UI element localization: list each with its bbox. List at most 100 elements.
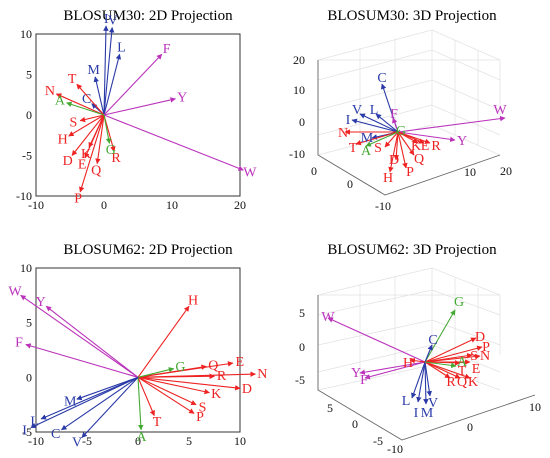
vector-H	[388, 131, 399, 173]
vector-P	[424, 345, 483, 363]
label-Y: Y	[177, 90, 187, 105]
label-T: T	[349, 141, 358, 156]
x-tick-label: 10	[166, 198, 178, 212]
vector-S	[79, 114, 105, 123]
ztick-label: -5	[295, 373, 305, 387]
label-Q: Q	[457, 375, 467, 390]
vector-D	[424, 337, 477, 363]
label-Y: Y	[351, 366, 361, 381]
label-P: P	[406, 165, 414, 180]
vector-A	[137, 377, 144, 431]
panel-blosum30-2d: BLOSUM30: 2D Projection -10 0 10 201050-5-1…	[16, 8, 257, 212]
label-E: E	[78, 157, 87, 172]
chart-title: BLOSUM30: 2D Projection	[63, 8, 233, 24]
label-R: R	[111, 151, 121, 166]
label-W: W	[8, 284, 22, 299]
label-M: M	[361, 131, 374, 146]
label-Y: Y	[457, 134, 467, 149]
vector-W	[327, 317, 426, 363]
vector-I	[416, 361, 426, 403]
vector-S	[137, 376, 197, 406]
label-I: I	[104, 12, 109, 27]
vector-L	[375, 113, 399, 133]
vector-labels: G W D P S N A E T R Q K C H Y F L I M V	[321, 295, 490, 421]
vector-Y	[103, 97, 176, 116]
axis-tick-label: 20	[500, 164, 512, 178]
vector-M	[76, 376, 139, 401]
label-F: F	[163, 42, 171, 57]
panel-blosum30-3d: BLOSUM30: 3D Projection	[289, 8, 512, 213]
vector-R	[397, 131, 431, 144]
ztick-label: 5	[299, 306, 305, 320]
label-A: A	[361, 144, 372, 159]
axis-tick-label: -10	[375, 199, 391, 213]
ztick-label: 0	[299, 115, 305, 129]
label-R: R	[446, 375, 456, 390]
label-V: V	[352, 103, 362, 118]
chart-title: BLOSUM62: 3D Projection	[327, 242, 497, 258]
vector-C	[61, 376, 139, 431]
label-I: I	[22, 424, 27, 439]
label-R: R	[431, 139, 441, 154]
label-D: D	[475, 330, 485, 345]
vector-N	[55, 93, 105, 116]
plot-frame	[35, 267, 241, 433]
vector-W	[103, 114, 244, 171]
label-D: D	[63, 154, 73, 169]
label-F: F	[15, 336, 23, 351]
vector-K	[137, 376, 210, 395]
label-Y: Y	[36, 295, 46, 310]
vector-C	[424, 344, 433, 363]
axis-tick-label: 0	[311, 164, 317, 178]
label-F: F	[360, 373, 368, 388]
y-tick-label: 10	[20, 27, 32, 41]
label-M: M	[421, 406, 434, 421]
x-tick-label: 0	[135, 434, 141, 448]
label-C: C	[428, 333, 437, 348]
label-C: C	[51, 427, 60, 442]
vector-T	[76, 83, 105, 116]
vector-P	[79, 114, 105, 193]
vector-Q	[95, 114, 105, 165]
label-L: L	[117, 40, 126, 55]
label-D: D	[242, 382, 252, 397]
label-G: G	[175, 360, 185, 375]
label-I: I	[346, 113, 351, 128]
vector-V	[103, 26, 115, 116]
label-T: T	[458, 364, 467, 379]
label-E: E	[472, 362, 481, 377]
vector-R	[137, 373, 216, 380]
vector-D	[393, 131, 400, 161]
tick-labels: -10 0 10 20 10 5 0 -5 -10	[16, 27, 246, 212]
vector-F	[25, 343, 139, 378]
label-H: H	[383, 171, 393, 186]
panel-blosum62-3d: BLOSUM62: 3D Projection G	[295, 242, 541, 456]
label-M: M	[64, 395, 77, 410]
label-K: K	[211, 387, 221, 402]
vector-N	[424, 353, 481, 363]
x-tick-label: 0	[101, 198, 107, 212]
vector-D	[71, 114, 105, 156]
axis-tick-label: -10	[387, 442, 403, 456]
label-F: F	[390, 107, 398, 122]
vector-L	[103, 53, 122, 116]
vector-H	[68, 114, 105, 137]
tick-labels: 20 10 0 -10 0 0 -10 10 20	[289, 53, 512, 213]
axis-tick-label: 0	[347, 177, 353, 191]
label-G: G	[454, 295, 464, 310]
vector-V	[359, 113, 399, 133]
vector-F	[103, 53, 163, 116]
label-P: P	[482, 340, 490, 355]
vector-M	[93, 76, 105, 116]
label-G: G	[396, 124, 406, 139]
vector-V	[424, 361, 433, 397]
ztick-label: 0	[299, 340, 305, 354]
label-C: C	[82, 92, 91, 107]
axis-tick-label: -5	[373, 434, 383, 448]
vector-I	[103, 25, 109, 116]
label-T: T	[68, 72, 77, 87]
label-Q: Q	[91, 164, 101, 179]
y-tick-label: 0	[26, 108, 32, 122]
